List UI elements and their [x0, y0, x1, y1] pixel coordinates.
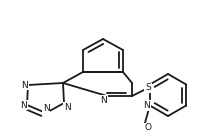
Text: N: N [100, 96, 107, 105]
Text: O: O [145, 124, 152, 132]
Text: N: N [21, 80, 28, 90]
Text: N: N [20, 100, 27, 109]
Text: N: N [143, 101, 150, 110]
Text: N: N [43, 104, 49, 113]
Text: S: S [145, 83, 151, 92]
Text: N: N [64, 103, 71, 112]
